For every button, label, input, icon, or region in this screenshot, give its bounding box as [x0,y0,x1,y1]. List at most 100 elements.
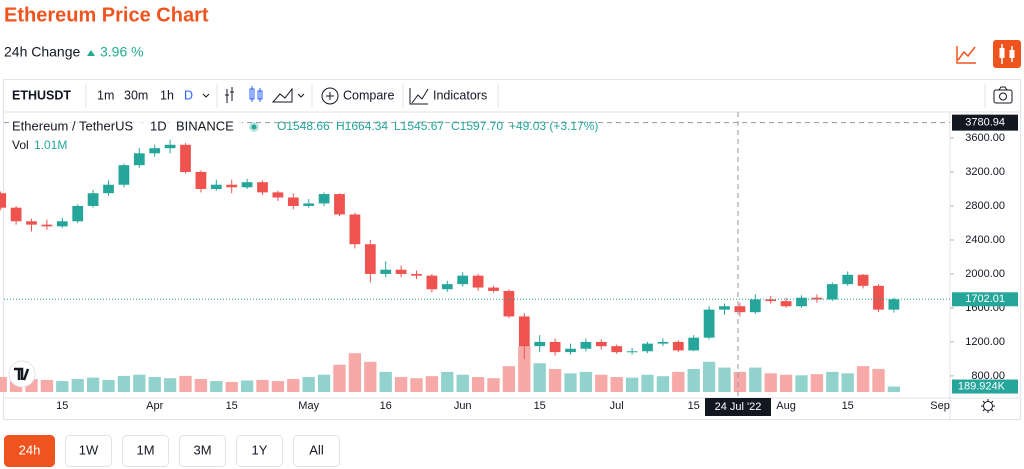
volume-bar [179,375,192,392]
candle-body [180,144,191,172]
volume-bar [841,373,854,392]
legend-low: L1545.67 [394,119,444,133]
candle-body [441,284,453,290]
range-button-label[interactable]: 1M [136,442,154,457]
volume-bar [718,367,731,392]
legend-backdrop [10,119,242,135]
x-tick-label: 16 [380,400,392,412]
volume-bar [579,371,593,392]
y-tick-label: 800.00 [971,370,1005,382]
y-tick-label: 1200.00 [965,336,1005,348]
candle-body [118,165,130,185]
candle-body [842,274,854,285]
volume-bar [425,376,439,392]
legend-close: C1597.70 [451,119,503,133]
volume-bar [394,377,408,392]
compare-button[interactable] [321,87,339,105]
candle-body [195,171,207,189]
candle-body [873,285,884,310]
candle-body [472,275,484,288]
screenshot-button[interactable] [993,86,1013,104]
interval-button[interactable]: 1m [97,88,114,102]
last-price-tag [952,292,1018,307]
volume-bar [887,386,901,392]
candles-icon[interactable] [249,86,263,102]
range-button-label[interactable]: 3M [193,442,211,457]
range-button-label[interactable]: 1Y [252,442,268,457]
volume-bar [610,377,623,392]
range-button[interactable] [4,435,55,467]
candle-body [780,301,792,307]
candle-body [719,306,730,310]
candle-body [41,224,53,227]
y-tick-label: 3200.00 [965,166,1005,178]
candle-body [657,341,669,344]
volume-bar [764,373,777,392]
candle-body [395,269,407,274]
area-icon[interactable] [271,87,293,103]
volume-bar [56,381,69,392]
range-button[interactable] [65,435,112,467]
volume-bar [733,371,747,392]
range-button-label[interactable]: 24h [19,442,41,457]
volume-bar [441,371,454,392]
page-title: Ethereum Price Chart [4,4,209,26]
crosshair-date-tag [705,398,771,416]
bars-icon[interactable] [225,87,234,103]
legend-exchange: BINANCE [176,118,234,133]
candle-chart-button[interactable] [993,40,1021,68]
indicators-icon[interactable] [409,88,429,105]
volume-bar [102,379,115,392]
candle-body [503,290,515,317]
x-tick-label: 15 [842,400,854,412]
range-button[interactable] [236,435,283,467]
candle-body [303,203,315,206]
candle-body [565,348,576,353]
volume-bar [672,371,685,392]
volume-bar [194,379,208,392]
interval-button[interactable]: 30m [124,88,148,102]
plot-area: 800.001200.001600.002000.002400.002800.0… [0,112,1020,420]
range-button[interactable] [293,435,340,467]
compare-button-label[interactable]: Compare [343,88,394,102]
volume-bar [656,376,670,392]
candle-body [857,274,869,286]
legend-name: Ethereum / TetherUS [12,118,133,133]
range-button-label[interactable]: All [309,442,324,457]
indicators-button-label[interactable]: Indicators [433,88,487,102]
interval-button[interactable]: 1h [160,88,174,102]
candle-body [626,351,638,353]
candle-body [334,194,345,215]
candle-body [642,343,653,352]
candle-body [457,275,469,285]
x-tick-label: 15 [56,400,68,412]
dropdown-icon[interactable] [202,93,210,98]
dropdown-icon[interactable] [297,93,305,98]
range-button[interactable] [122,435,169,467]
volume-bar [271,381,285,392]
symbol[interactable]: ETHUSDT [12,88,71,102]
crosshair-price-tag [952,114,1018,131]
volume-legend-value: 1.01M [34,138,67,152]
candle-body [703,309,715,338]
last-price-label: 1702.01 [965,293,1005,305]
y-tick-label: 2000.00 [965,268,1005,280]
candle-body [318,194,330,204]
volume-bar [810,374,824,392]
volume-tag [952,379,1018,394]
volume-tag-label: 189.924K [958,380,1006,392]
volume-bar [410,378,423,392]
interval-button[interactable]: D [184,88,193,102]
range-button[interactable] [179,435,226,467]
range-button-label[interactable]: 1W [79,442,99,457]
volume-bar [564,373,577,392]
volume-bar [117,375,131,392]
candle-body [349,214,361,245]
y-tick-label: 2800.00 [965,200,1005,212]
legend-interval: 1D [150,118,167,133]
line-chart-button[interactable] [952,40,980,68]
x-tick-label: Sep [930,400,950,412]
volume-bar [749,367,762,392]
volume-bar [471,377,485,392]
